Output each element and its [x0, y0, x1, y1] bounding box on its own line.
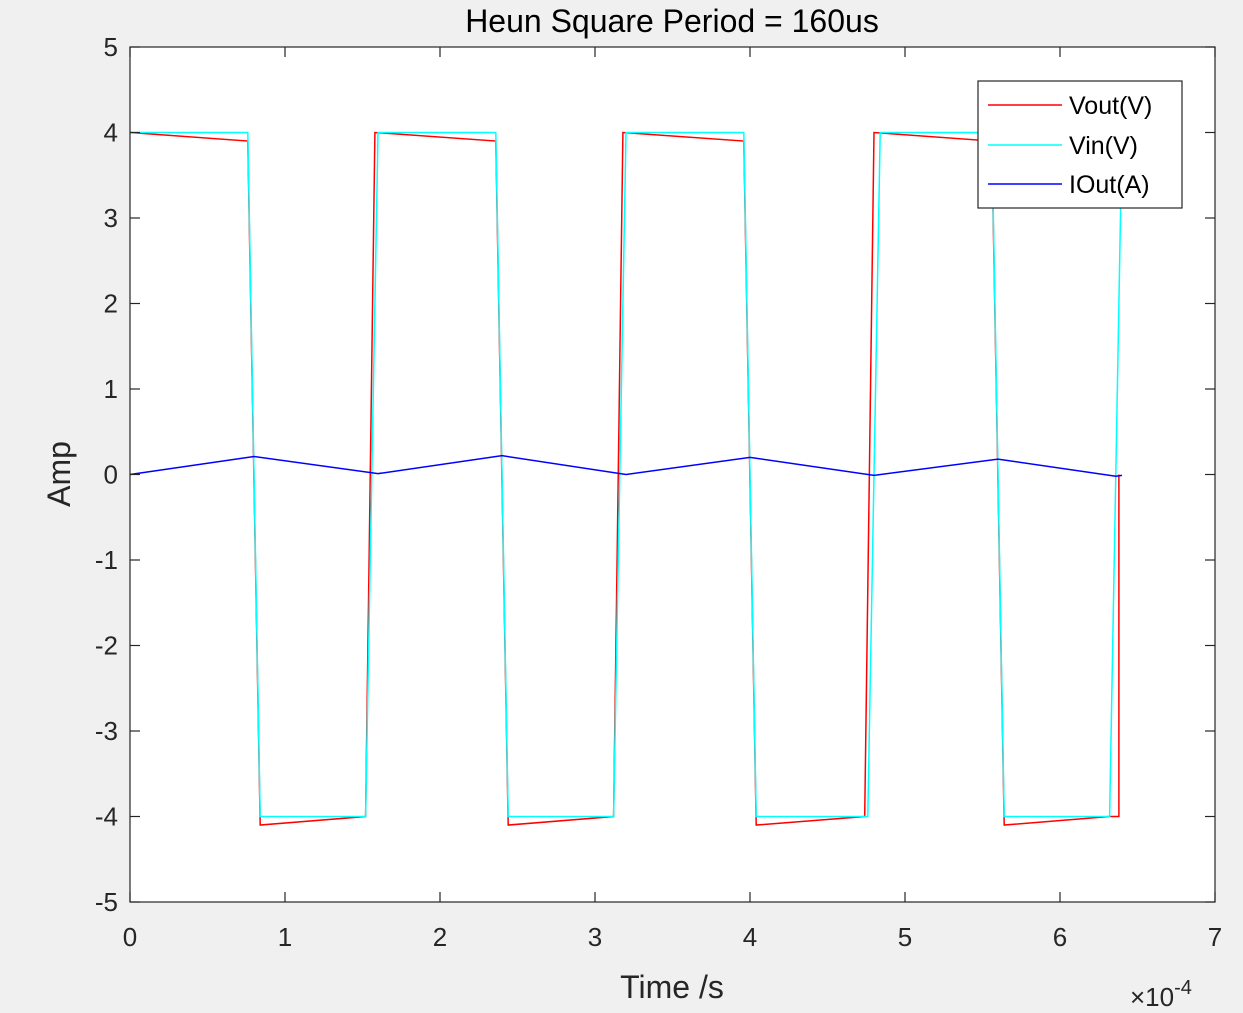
y-tick-label: -3	[95, 716, 118, 746]
x-exponent: ×10-4	[1130, 977, 1192, 1012]
x-tick-label: 5	[898, 922, 912, 952]
chart-title: Heun Square Period = 160us	[465, 3, 879, 39]
x-tick-label: 0	[123, 922, 137, 952]
x-axis-label: Time /s	[620, 969, 724, 1005]
x-tick-label: 7	[1208, 922, 1222, 952]
x-tick-labels: 0 1 2 3 4 5 6 7	[123, 922, 1222, 952]
y-tick-label: -4	[95, 802, 118, 832]
x-tick-label: 1	[278, 922, 292, 952]
y-tick-label: 1	[104, 374, 118, 404]
y-tick-labels: -5 -4 -3 -2 -1 0 1 2 3 4 5	[95, 32, 118, 917]
y-axis-label: Amp	[41, 441, 77, 507]
series-line-vout-v	[129, 131, 1120, 826]
legend-label-vin: Vin(V)	[1069, 132, 1138, 160]
y-tick-label: -1	[95, 545, 118, 575]
legend-label-vout: Vout(V)	[1069, 92, 1152, 120]
x-tick-label: 4	[743, 922, 757, 952]
series-line-iout-a	[129, 454, 1123, 477]
series-layer	[129, 131, 1123, 826]
legend-label-iout: IOut(A)	[1069, 171, 1150, 199]
x-tick-label: 2	[433, 922, 447, 952]
y-tick-label: 2	[104, 289, 118, 319]
series-line-vin-v	[130, 131, 1123, 818]
y-tick-label: -2	[95, 631, 118, 661]
x-tick-label: 3	[588, 922, 602, 952]
y-tick-label: 4	[104, 118, 118, 148]
y-tick-label: 3	[104, 203, 118, 233]
y-tick-label: -5	[95, 887, 118, 917]
legend: Vout(V) Vin(V) IOut(A)	[977, 80, 1183, 209]
x-exponent-power: -4	[1174, 977, 1192, 999]
y-tick-label: 5	[104, 32, 118, 62]
x-tick-label: 6	[1053, 922, 1067, 952]
axes-box	[129, 46, 1216, 903]
y-tick-label: 0	[104, 460, 118, 490]
x-exponent-base: ×10	[1130, 982, 1174, 1012]
